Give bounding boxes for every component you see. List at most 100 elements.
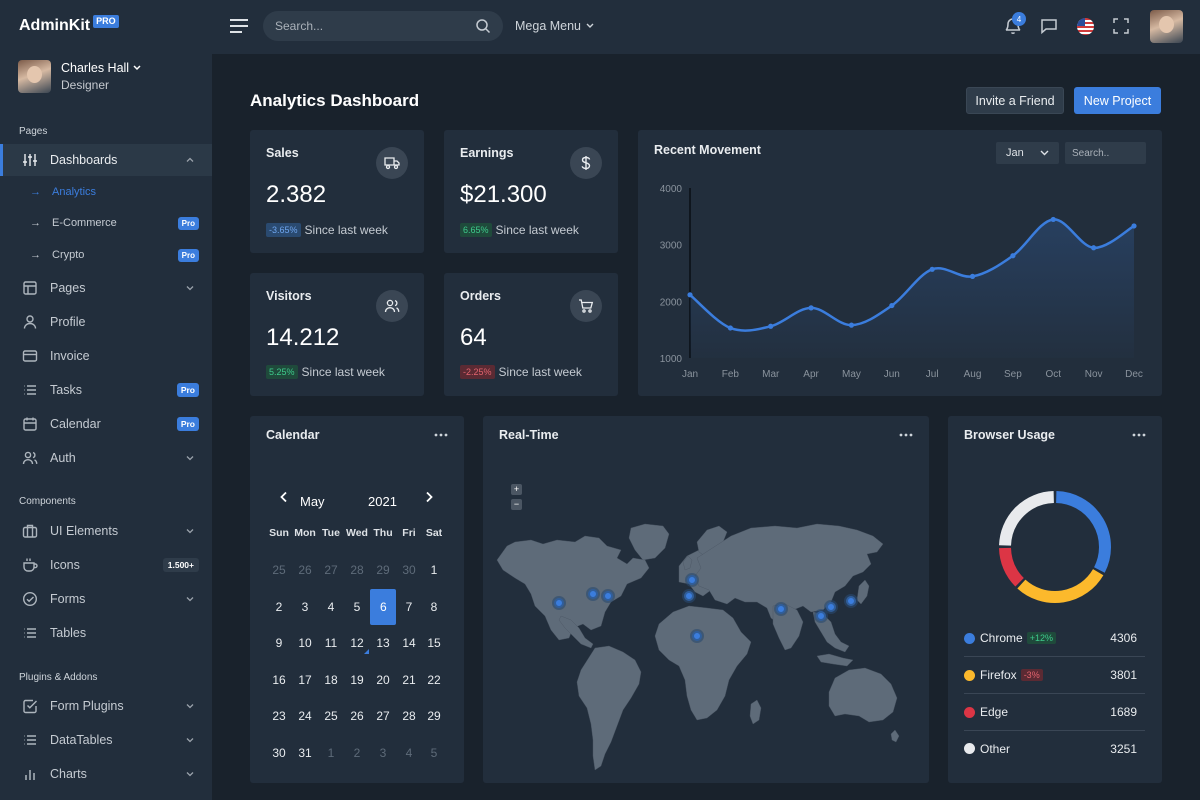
data-point[interactable] [687,292,693,298]
data-point[interactable] [727,325,733,331]
sidebar-item-calendar[interactable]: Calendar Pro [0,408,212,440]
calendar-day[interactable]: 29 [427,709,441,723]
calendar-day[interactable]: 7 [405,599,413,614]
calendar-day[interactable]: 20 [376,672,390,687]
calendar-day[interactable]: 4 [405,745,413,760]
sidebar-item-dashboards[interactable]: Dashboards [0,144,212,176]
more-horizontal-icon[interactable] [434,433,448,437]
calendar-day[interactable]: 22 [427,672,441,687]
calendar-day[interactable]: 15 [427,636,441,650]
chevron-left-icon[interactable] [279,491,289,503]
data-point[interactable] [1050,216,1056,223]
sidebar-item-icons[interactable]: Icons 1.500+ [0,549,212,581]
zoom-out-button[interactable]: − [511,499,522,510]
calendar-day[interactable]: 12 [344,625,370,661]
calendar-day[interactable]: 19 [350,672,364,687]
calendar-day[interactable]: 28 [402,709,416,723]
donut-slice[interactable] [1017,568,1104,603]
sidebar-item-datatables[interactable]: DataTables [0,724,212,756]
sidebar-item-charts[interactable]: Charts [0,758,212,790]
calendar-day[interactable]: 6 [370,588,396,625]
hamburger-menu-icon[interactable] [229,17,249,35]
brand-logo[interactable]: AdminKit PRO [19,15,119,35]
calendar-day[interactable]: 21 [402,672,416,687]
sidebar-item-form-plugins[interactable]: Form Plugins [0,690,212,722]
new-project-button[interactable]: New Project [1074,87,1161,114]
chart-search-input[interactable]: Search.. [1065,142,1146,164]
month-select[interactable]: Jan [996,142,1059,164]
message-square-icon[interactable] [1040,17,1058,35]
sidebar-subitem-crypto[interactable]: → Crypto Pro [0,242,212,268]
calendar-day[interactable]: 5 [353,599,361,614]
search-icon[interactable] [475,18,491,34]
donut-slice[interactable] [1055,491,1111,573]
search-input[interactable]: Search... [263,11,503,41]
donut-slice[interactable] [999,547,1025,587]
sidebar-subitem-analytics[interactable]: → Analytics [0,179,212,205]
sidebar-item-auth[interactable]: Auth [0,442,212,474]
sidebar-item-forms[interactable]: Forms [0,583,212,615]
calendar-day[interactable]: 3 [301,599,309,614]
data-point[interactable] [1131,223,1137,229]
calendar-day[interactable]: 2 [275,599,283,614]
sidebar-subitem-ecommerce[interactable]: → E-Commerce Pro [0,210,212,236]
calendar-day[interactable]: 30 [272,745,286,760]
calendar-day[interactable]: 26 [298,563,312,577]
donut-slice[interactable] [999,491,1055,546]
user-menu[interactable]: Charles Hall Designer [18,60,141,93]
calendar-day[interactable]: 27 [324,563,338,577]
calendar-day[interactable]: 16 [272,672,286,687]
calendar-day[interactable]: 31 [298,745,312,760]
sidebar-item-tables[interactable]: Tables [0,617,212,649]
mega-menu-dropdown[interactable]: Mega Menu [515,19,594,33]
chevron-right-icon[interactable] [424,491,434,503]
more-horizontal-icon[interactable] [899,433,913,437]
calendar-day[interactable]: 14 [402,636,416,650]
zoom-in-button[interactable]: + [511,484,522,495]
calendar-day[interactable]: 28 [350,563,364,577]
more-horizontal-icon[interactable] [1132,433,1146,437]
us-flag-icon[interactable] [1077,18,1094,35]
calendar-day[interactable]: 26 [350,709,364,723]
calendar-day[interactable]: 3 [379,745,387,760]
calendar-day[interactable]: 13 [376,636,390,650]
sidebar-item-pages[interactable]: Pages [0,272,212,304]
data-point[interactable] [848,322,855,328]
calendar-day[interactable]: 27 [376,709,390,723]
calendar-day[interactable]: 1 [327,745,335,760]
calendar-day[interactable]: 29 [376,563,390,577]
chevron-down-icon [186,704,194,709]
calendar-day[interactable]: 18 [324,672,338,687]
invite-friend-button[interactable]: Invite a Friend [966,87,1064,114]
calendar-day[interactable]: 25 [272,563,286,577]
calendar-day[interactable]: 9 [275,636,283,650]
calendar-day[interactable]: 5 [430,745,438,760]
calendar-day[interactable]: 2 [353,745,361,760]
avatar[interactable] [1150,10,1183,43]
calendar-day[interactable]: 17 [298,672,312,687]
chevron-down-icon [186,772,194,777]
briefcase-icon [22,524,38,538]
sidebar-item-profile[interactable]: Profile [0,306,212,338]
calendar-day[interactable]: 23 [272,709,286,723]
world-map[interactable] [483,416,929,783]
calendar-day[interactable]: 8 [430,599,438,614]
calendar-day[interactable]: 30 [402,563,416,577]
calendar-day[interactable]: 11 [324,636,338,650]
data-point[interactable] [889,302,895,309]
sidebar-item-invoice[interactable]: Invoice [0,340,212,372]
data-point[interactable] [768,323,774,329]
calendar-day[interactable]: 4 [327,599,335,614]
maximize-icon[interactable] [1112,17,1130,35]
calendar-day[interactable]: 24 [298,709,312,723]
calendar-day[interactable]: 25 [324,709,338,723]
sidebar-item-ui-elements[interactable]: UI Elements [0,515,212,547]
data-point[interactable] [1010,253,1016,259]
data-point[interactable] [929,266,935,272]
data-point[interactable] [808,305,814,311]
data-point[interactable] [969,273,976,279]
data-point[interactable] [1091,245,1097,251]
calendar-day[interactable]: 1 [430,563,438,577]
sidebar-item-tasks[interactable]: Tasks Pro [0,374,212,406]
calendar-day[interactable]: 10 [298,636,312,650]
